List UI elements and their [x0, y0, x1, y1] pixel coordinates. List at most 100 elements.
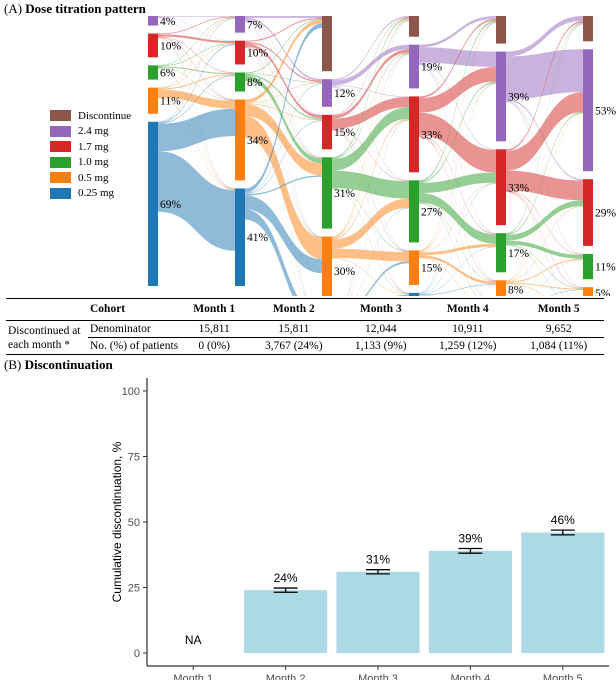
sankey-flow-0-5-mg-to-discontinue — [419, 21, 496, 252]
sankey-flow-2-4-mg-to-1-0-mg — [245, 20, 322, 158]
sankey-flow-0-5-mg-to-discontinue — [332, 19, 409, 238]
sankey-label-month-1-0-5-mg: 11% — [160, 96, 181, 108]
legend-swatch — [50, 172, 71, 184]
bar-month-5 — [521, 532, 605, 654]
sankey-flow-1-0-mg-to-2-4-mg — [158, 17, 235, 66]
sankey-flow-0-5-mg-to-2-4-mg — [506, 112, 583, 282]
discontinuation-bar-chart: 0 25 50 75 100 Cumulative discontinuation, % M… — [110, 378, 609, 680]
legend-swatch — [50, 187, 71, 199]
bar-value-label: 24% — [274, 571, 298, 585]
legend-item-1-0-mg: 1.0 mg — [50, 155, 131, 171]
sankey-flow-0-25-mg-to-1-7-mg — [419, 183, 496, 295]
sankey-node-month-4-2-4-mg — [409, 44, 419, 89]
sankey-flow-0-5-mg-to-1-7-mg — [158, 43, 235, 89]
sankey-flow-1-7-mg-to-2-4-mg — [158, 16, 235, 35]
bar-value-label: 46% — [551, 513, 575, 527]
sankey-flow-2-4-mg-to-discontinue — [419, 16, 496, 48]
panel-b-prefix: (B) — [4, 357, 22, 372]
sankey-node-month-5-2-4-mg — [496, 51, 506, 142]
sankey-flow-0-25-mg-to-1-7-mg — [158, 44, 235, 124]
sankey-flow-0-5-mg-to-1-7-mg — [245, 103, 322, 121]
sankey-label-month-2-0-5-mg: 34% — [247, 135, 269, 147]
sankey-flow-1-7-mg-to-discontinue — [506, 20, 583, 151]
sankey-flow-1-7-mg-to-1-7-mg — [506, 170, 583, 201]
sankey-flow-1-0-mg-to-1-7-mg — [506, 200, 583, 241]
sankey-label-month-3-2-4-mg: 12% — [334, 88, 356, 100]
y-axis-label: Cumulative discontinuation, % — [110, 441, 124, 602]
sankey-node-month-1-0-25-mg — [148, 121, 158, 286]
bar-value-label: NA — [185, 633, 202, 647]
sankey-flow-2-4-mg-to-1-7-mg — [245, 19, 322, 116]
table-header-month5: Month 5 — [513, 298, 604, 321]
table-header-corner — [6, 298, 88, 321]
panel-a-title-text: Dose titration pattern — [25, 1, 146, 16]
sankey-flow-0-25-mg-to-0-5-mg — [245, 195, 322, 274]
table-cell: 1,133 (9%) — [339, 337, 423, 355]
sankey-legend: Discontinue 2.4 mg 1.7 mg 1.0 mg 0.5 mg 0.25 … — [50, 108, 131, 201]
legend-item-2-4-mg: 2.4 mg — [50, 124, 131, 140]
sankey-node-month-4-1-0-mg — [409, 180, 419, 243]
sankey-flow-0-25-mg-to-0-25-mg — [158, 151, 235, 251]
sankey-flow-1-7-mg-to-0-25-mg — [158, 37, 235, 190]
sankey-node-month-1-1-0-mg — [148, 65, 158, 80]
sankey-flow-0-5-mg-to-0-5-mg — [158, 89, 235, 109]
sankey-flow-0-5-mg-to-2-4-mg — [158, 17, 235, 89]
panel-b-title-text: Discontinuation — [24, 357, 113, 372]
sankey-flow-2-4-mg-to-2-4-mg — [506, 49, 583, 100]
sankey-label-month-1-2-4-mg: 4% — [160, 16, 176, 28]
sankey-flow-1-7-mg-to-1-7-mg — [332, 96, 409, 129]
bar-value-label: 31% — [366, 553, 390, 567]
sankey-flow-1-7-mg-to-2-4-mg — [419, 66, 496, 113]
bar-month-4 — [428, 550, 512, 654]
legend-item-1-7-mg: 1.7 mg — [50, 139, 131, 155]
sankey-node-month-2-1-0-mg — [235, 72, 245, 92]
table-cell: 15,811 — [180, 320, 249, 338]
table-header-row: Cohort Month 1 Month 2 Month 3 Month 4 M… — [6, 298, 604, 321]
sankey-label-month-2-0-25-mg: 41% — [247, 232, 269, 244]
sankey-flow-0-25-mg-to-2-4-mg — [419, 83, 496, 294]
table-header-month1: Month 1 — [180, 298, 249, 321]
legend-item-0-25-mg: 0.25 mg — [50, 186, 131, 202]
sankey-flow-0-25-mg-to-0-25-mg — [245, 209, 298, 296]
sankey-flow-1-0-mg-to-1-0-mg — [419, 193, 496, 244]
table-cell: 1,259 (12%) — [422, 337, 514, 355]
sankey-flow-1-0-mg-to-1-0-mg — [332, 170, 409, 199]
sankey-flow-2-4-mg-to-1-7-mg — [158, 16, 235, 41]
sankey-node-month-5-0-5-mg — [496, 280, 506, 296]
sankey-node-month-4-0-25-mg — [409, 292, 419, 296]
sankey-label-month-2-2-4-mg: 7% — [247, 19, 263, 31]
sankey-flow-0-25-mg-to-2-4-mg — [245, 83, 322, 194]
sankey-flow-0-5-mg-to-discontinue — [506, 23, 583, 281]
sankey-flow-2-4-mg-to-2-4-mg — [419, 47, 496, 67]
legend-item-0-5-mg: 0.5 mg — [50, 170, 131, 186]
sankey-label-month-4-0-25-mg: 6% — [421, 295, 437, 296]
table-cell-label: Denominator — [88, 320, 181, 338]
sankey-node-month-2-0-5-mg — [235, 99, 245, 181]
sankey-node-month-1-0-5-mg — [148, 87, 158, 114]
sankey-flow-1-7-mg-to-discontinue — [332, 17, 409, 116]
table-cell: 3,767 (24%) — [248, 337, 340, 355]
sankey-flow-0-25-mg-to-discontinue — [419, 22, 496, 294]
sankey-flow-2-4-mg-to-1-7-mg — [419, 62, 496, 151]
sankey-flow-2-4-mg-to-2-4-mg — [332, 44, 409, 86]
x-tick-label: Month 5 — [543, 673, 583, 680]
sankey-node-month-6-0-5-mg — [583, 287, 593, 296]
sankey-flows — [158, 16, 583, 296]
sankey-flow-2-4-mg-to-1-0-mg — [158, 16, 235, 73]
y-tick-label: 25 — [128, 583, 140, 595]
sankey-flow-0-5-mg-to-0-5-mg — [245, 116, 322, 260]
sankey-flow-1-7-mg-to-1-7-mg — [245, 43, 322, 119]
legend-swatch — [50, 110, 71, 122]
sankey-flow-1-7-mg-to-2-4-mg — [332, 49, 409, 119]
sankey-diagram: 4%10%6%11%69%7%10%8%34%41%12%15%31%30%12… — [148, 16, 616, 296]
y-tick-label: 100 — [122, 386, 140, 398]
sankey-node-month-3-2-4-mg — [322, 79, 332, 107]
table-header-month2: Month 2 — [248, 298, 340, 321]
legend-swatch — [50, 141, 71, 153]
legend-label: 2.4 mg — [78, 125, 109, 138]
sankey-flow-0-25-mg-to-0-25-mg — [396, 294, 409, 296]
sankey-flow-2-4-mg-to-0-5-mg — [419, 63, 496, 281]
x-tick-label: Month 1 — [173, 673, 213, 680]
table-cell: 9,652 — [513, 320, 604, 338]
panel-a-prefix: (A) — [4, 1, 23, 16]
